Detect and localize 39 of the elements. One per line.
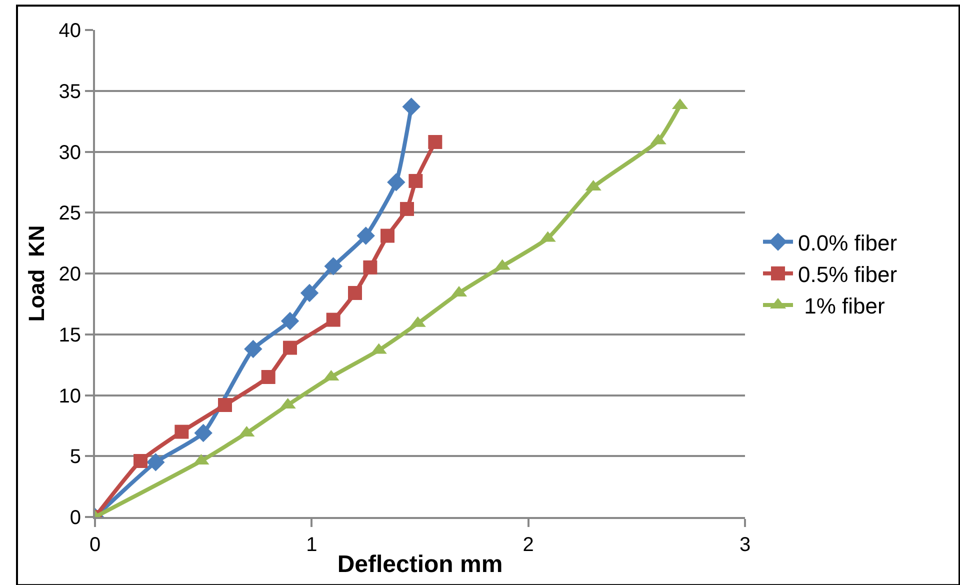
y-tick-label: 20 [58,264,81,286]
point [326,312,340,327]
point [300,284,319,302]
point [408,174,423,188]
point [428,135,442,150]
y-tick-label: 5 [70,446,81,468]
point [174,424,189,439]
point [218,398,232,412]
legend-label: 0.0% fiber [798,230,898,256]
point [134,454,148,468]
point [280,312,300,330]
y-tick-label: 0 [70,507,81,529]
y-tick-label: 40 [58,20,81,42]
x-tick-label: 0 [89,534,101,556]
legend-label: 1% fiber [798,294,885,319]
y-tick-label: 30 [58,142,81,164]
x-tick-label: 2 [522,534,534,556]
point [146,453,165,472]
x-tick-label: 3 [739,534,751,556]
y-axis-title: Load KN [24,225,50,322]
point [363,260,378,274]
point [283,340,297,355]
point [261,370,276,384]
x-axis-title: Deflection mm [337,550,503,578]
point [356,226,375,245]
point [402,98,420,116]
y-tick-label: 35 [58,80,81,103]
point [244,340,262,358]
y-tick-label: 10 [58,385,81,408]
point [324,257,342,276]
legend-label: 0.5% fiber [798,262,898,287]
x-tick-label: 1 [306,534,318,556]
point [400,202,414,216]
y-tick-label: 15 [58,324,81,346]
point [387,173,406,192]
point [194,424,212,442]
point [348,286,362,300]
point [380,228,394,243]
y-tick-label: 25 [58,202,81,225]
